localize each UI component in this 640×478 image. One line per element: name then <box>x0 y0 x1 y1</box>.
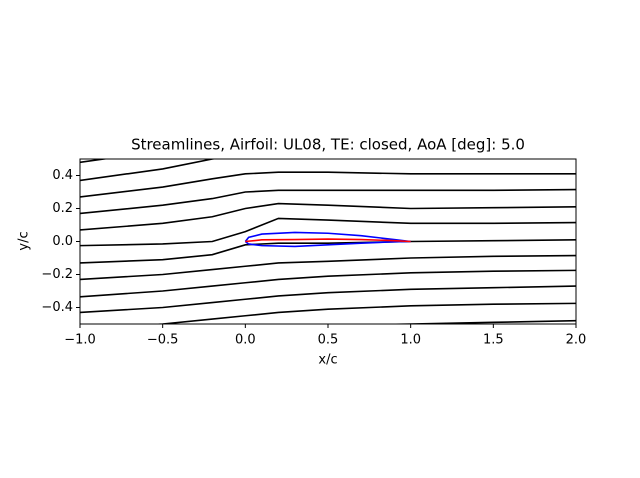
streamline <box>149 302 576 324</box>
x-tick-label: 0.5 <box>318 333 339 348</box>
axes-frame <box>79 158 577 325</box>
streamline <box>80 254 576 281</box>
y-tick-label: 0.4 <box>52 168 73 183</box>
x-tick-label: 1.0 <box>400 333 421 348</box>
streamline <box>80 188 576 215</box>
streamline <box>244 231 411 248</box>
streamline <box>370 319 576 324</box>
chart-title: Streamlines, Airfoil: UL08, TE: closed, … <box>131 136 525 154</box>
y-tick-label: 0.2 <box>52 201 73 216</box>
y-axis-label: y/c <box>17 231 32 250</box>
x-tick-label: 1.5 <box>483 333 504 348</box>
plot-area <box>80 159 576 324</box>
x-axis-label: x/c <box>318 353 337 368</box>
streamline <box>80 239 576 264</box>
y-tick-label: −0.2 <box>41 267 73 282</box>
y-tick-label: −0.4 <box>41 300 73 315</box>
x-tick-label: −0.5 <box>147 333 179 348</box>
x-tick-label: 0.0 <box>235 333 256 348</box>
streamline <box>245 238 411 243</box>
streamline <box>80 285 576 314</box>
x-tick-label: −1.0 <box>64 333 96 348</box>
streamline <box>80 269 576 298</box>
y-tick-label: 0.0 <box>52 234 73 249</box>
streamline <box>80 217 576 247</box>
streamline <box>80 202 576 231</box>
x-tick-label: 2.0 <box>566 333 587 348</box>
streamline <box>80 171 576 198</box>
streamline <box>80 159 218 182</box>
